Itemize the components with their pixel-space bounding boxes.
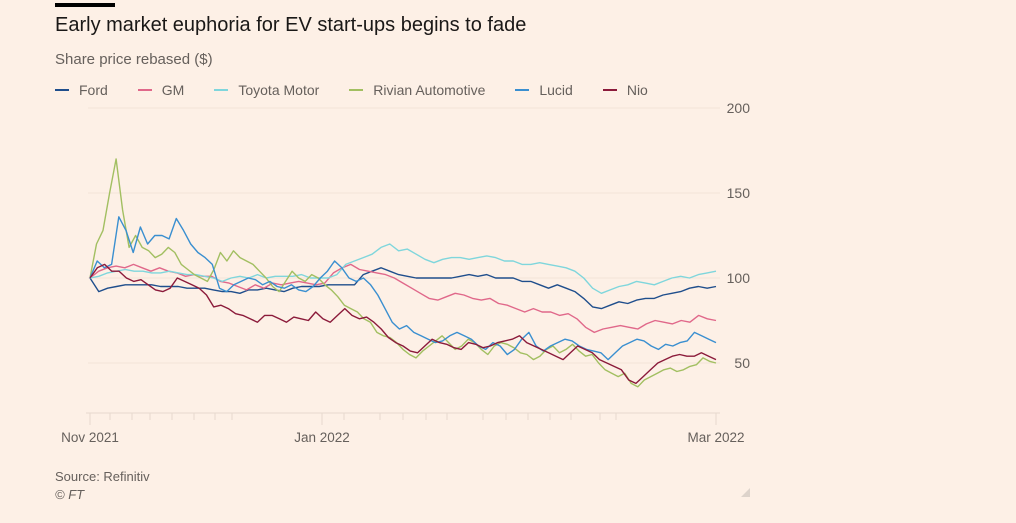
series-line-rivian-automotive [89, 158, 717, 388]
resize-handle-icon[interactable] [741, 488, 750, 497]
x-tick-label: Nov 2021 [61, 430, 119, 445]
legend-label: Lucid [539, 82, 573, 98]
y-tick-label: 200 [727, 100, 751, 116]
legend-label: GM [161, 82, 185, 98]
legend-label: Nio [626, 82, 648, 98]
legend-item-nio: Nio [602, 82, 648, 98]
legend-swatch [515, 89, 530, 91]
legend-item-ford: Ford [55, 82, 108, 98]
x-tick-label: Jan 2022 [294, 430, 350, 445]
chart-title: Early market euphoria for EV start-ups b… [55, 14, 527, 36]
copyright-note: © FT [55, 487, 85, 502]
legend-label: Ford [79, 82, 108, 98]
legend-item-gm: GM [137, 82, 185, 98]
series-line-lucid [89, 216, 717, 361]
legend-item-toyota: Toyota Motor [214, 82, 319, 98]
legend-swatch [602, 89, 617, 91]
series-line-nio [89, 263, 717, 385]
legend: Ford GM Toyota Motor Rivian Automotive L… [55, 82, 678, 98]
y-tick-label: 100 [727, 270, 751, 286]
legend-swatch [349, 89, 364, 91]
legend-item-lucid: Lucid [515, 82, 573, 98]
series-line-toyota-motor [89, 243, 717, 294]
chart-subtitle: Share price rebased ($) [55, 51, 213, 68]
y-tick-label: 50 [734, 355, 750, 371]
legend-label: Toyota Motor [238, 82, 320, 98]
x-tick-label: Mar 2022 [687, 430, 744, 445]
legend-label: Rivian Automotive [373, 82, 486, 98]
brand-accent-bar [55, 3, 115, 7]
y-tick-label: 150 [727, 185, 751, 201]
legend-swatch [55, 89, 69, 91]
source-note: Source: Refinitiv [55, 469, 150, 484]
legend-swatch [214, 89, 229, 91]
legend-swatch [137, 89, 152, 91]
legend-item-rivian: Rivian Automotive [349, 82, 485, 98]
series-line-ford [89, 267, 717, 310]
